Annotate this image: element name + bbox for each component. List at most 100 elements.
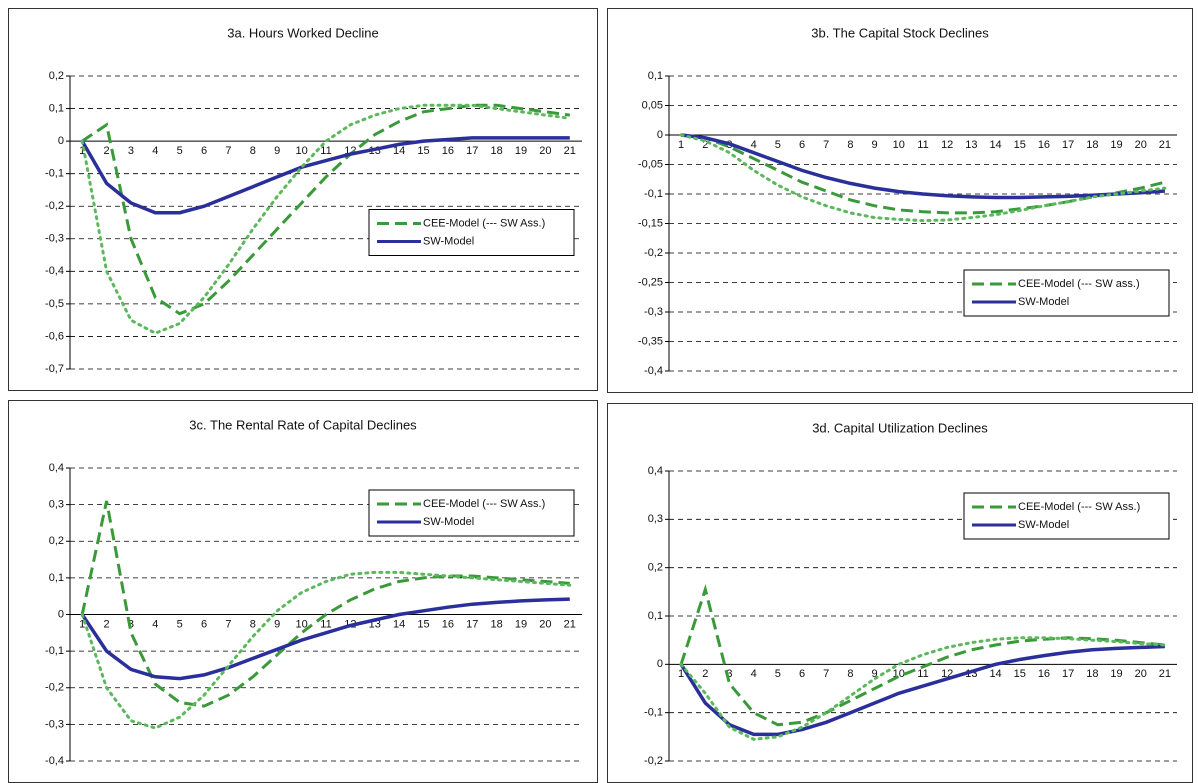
y-tick-label: 0,4 (648, 465, 663, 477)
x-tick-label: 15 (417, 145, 429, 157)
x-tick-label: 21 (564, 145, 576, 157)
x-tick-label: 17 (466, 618, 478, 630)
x-tick-label: 10 (893, 139, 905, 151)
series-line (80, 500, 570, 708)
x-tick-label: 15 (417, 618, 429, 630)
y-tick-label: -0,2 (45, 200, 64, 212)
chart-title: 3a. Hours Worked Decline (227, 25, 379, 40)
x-tick-label: 7 (823, 139, 829, 151)
x-tick-label: 18 (491, 618, 503, 630)
series-line (679, 133, 1167, 223)
y-tick-label: 0,1 (648, 610, 663, 622)
y-tick-label: -0,35 (638, 335, 663, 347)
x-tick-label: 20 (539, 618, 551, 630)
y-tick-label: -0,7 (45, 363, 64, 375)
x-tick-label: 2 (702, 139, 708, 151)
x-tick-label: 9 (872, 139, 878, 151)
x-tick-label: 19 (1110, 668, 1122, 680)
series-line (680, 133, 1166, 215)
legend-label: CEE-Model (--- SW Ass.) (423, 217, 545, 229)
x-tick-label: 9 (274, 145, 280, 157)
x-tick-label: 1 (79, 618, 85, 630)
legend-label: SW-Model (1018, 519, 1069, 531)
legend-label: CEE-Model (--- SW ass.) (1018, 278, 1140, 290)
x-tick-label: 5 (177, 145, 183, 157)
y-tick-label: 0,1 (648, 70, 663, 82)
chart-title: 3d. Capital Utilization Declines (812, 420, 988, 435)
x-tick-label: 21 (1159, 139, 1171, 151)
series-line (679, 584, 1166, 727)
y-tick-label: -0,25 (638, 276, 663, 288)
x-tick-label: 16 (442, 618, 454, 630)
y-tick-label: 0,3 (648, 513, 663, 525)
x-tick-label: 14 (989, 139, 1001, 151)
x-tick-label: 15 (1014, 668, 1026, 680)
series-line (80, 136, 570, 215)
y-tick-label: -0,3 (45, 233, 64, 245)
x-tick-label: 11 (917, 139, 928, 151)
y-tick-label: -0,1 (644, 188, 663, 200)
x-tick-label: 8 (250, 618, 256, 630)
x-tick-label: 14 (393, 618, 405, 630)
x-tick-label: 17 (1062, 139, 1074, 151)
legend-box (368, 209, 575, 256)
x-tick-label: 6 (201, 145, 207, 157)
legend-label: SW-Model (1018, 296, 1069, 308)
x-tick-label: 7 (823, 668, 829, 680)
x-tick-label: 21 (1159, 668, 1171, 680)
x-tick-label: 2 (104, 145, 110, 157)
y-tick-label: 0,05 (642, 99, 663, 111)
x-tick-label: 10 (295, 618, 307, 630)
y-tick-label: 0,4 (49, 462, 64, 474)
x-tick-label: 7 (225, 618, 231, 630)
series-line (679, 636, 1167, 741)
y-tick-label: 0,2 (49, 535, 64, 547)
x-tick-label: 4 (751, 668, 757, 680)
series-line (679, 644, 1165, 737)
series-line (80, 597, 570, 681)
x-tick-label: 19 (515, 618, 527, 630)
x-tick-label: 6 (799, 668, 805, 680)
x-tick-label: 8 (250, 145, 256, 157)
legend-box (963, 492, 1170, 540)
y-tick-label: 0,1 (49, 102, 64, 114)
y-tick-label: 0,2 (49, 70, 64, 82)
y-tick-label: 0 (58, 135, 64, 147)
y-tick-label: -0,2 (644, 755, 663, 767)
x-tick-label: 21 (564, 618, 576, 630)
x-tick-label: 15 (1014, 139, 1026, 151)
y-tick-label: -0,4 (644, 365, 663, 377)
x-tick-label: 7 (225, 145, 231, 157)
y-tick-label: 0 (58, 608, 64, 620)
x-tick-label: 4 (751, 139, 757, 151)
legend-box (368, 489, 575, 537)
y-tick-label: 0 (657, 658, 663, 670)
x-tick-label: 18 (1086, 668, 1098, 680)
series-line (680, 133, 1166, 200)
x-tick-label: 14 (393, 145, 405, 157)
legend-box (963, 269, 1170, 317)
x-tick-label: 1 (79, 145, 85, 157)
legend-label: CEE-Model (--- SW Ass.) (423, 498, 545, 510)
x-tick-label: 9 (872, 668, 878, 680)
x-tick-label: 14 (989, 668, 1001, 680)
x-tick-label: 1 (678, 139, 684, 151)
y-tick-label: -0,2 (45, 682, 64, 694)
x-tick-label: 5 (775, 668, 781, 680)
chart-panel: 3b. The Capital Stock Declines-0,4-0,35-… (607, 8, 1193, 393)
x-tick-label: 13 (965, 139, 977, 151)
x-tick-label: 12 (941, 139, 953, 151)
series-line (80, 570, 572, 730)
series-line (81, 103, 571, 316)
x-tick-label: 5 (775, 139, 781, 151)
panel-border (607, 403, 1193, 783)
x-tick-label: 16 (1038, 668, 1050, 680)
legend-label: SW-Model (423, 516, 474, 528)
x-tick-label: 20 (539, 145, 551, 157)
y-tick-label: -0,3 (644, 306, 663, 318)
x-tick-label: 10 (295, 145, 307, 157)
x-tick-label: 2 (104, 618, 110, 630)
x-tick-label: 11 (320, 618, 331, 630)
x-tick-label: 19 (515, 145, 527, 157)
